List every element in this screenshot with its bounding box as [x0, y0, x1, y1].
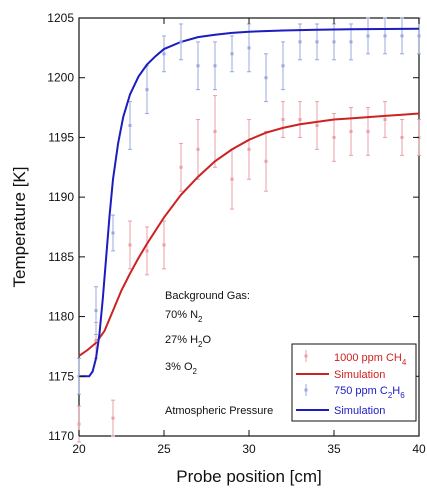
legend-marker-c2h6-data-dot: [304, 388, 308, 392]
legend-box: [291, 343, 417, 422]
data-point-c2h6_data: [247, 46, 251, 50]
annotation-background-gas: Background Gas:: [165, 290, 250, 302]
data-point-c2h6_data: [94, 309, 98, 313]
data-point-c2h6_data: [264, 76, 268, 80]
annotation-pressure: Atmospheric Pressure: [165, 405, 273, 417]
legend-label-ch4-sim: Simulation: [334, 369, 385, 381]
data-point-c2h6_data: [383, 34, 387, 38]
legend: 1000 ppm CH4 Simulation 750 ppm C2H6 Sim…: [291, 343, 417, 422]
data-point-c2h6_data: [179, 40, 183, 44]
y-tick-label: 1190: [48, 190, 74, 204]
data-point-c2h6_data: [230, 52, 234, 56]
simulation-lines-layer: [78, 27, 420, 378]
data-point-c2h6_data: [213, 64, 217, 68]
data-point-c2h6_data: [366, 34, 370, 38]
x-tick-label: 40: [412, 442, 426, 456]
background-gas-annotation: Background Gas: 70% N2 27% H2O 3% O2 Atm…: [165, 290, 273, 417]
data-point-c2h6_data: [111, 231, 115, 235]
data-point-ch4_data: [196, 147, 200, 151]
axis-ticks-layer: 20 25 30 35 40 1170 1175 1180 1185 1190 1195 1200 12…: [47, 11, 426, 456]
x-axis-title: Probe position [cm]: [176, 467, 322, 486]
data-point-c2h6_data: [417, 34, 421, 38]
x-tick-label: 35: [327, 442, 341, 456]
series-line-c2h6_sim: [79, 27, 420, 378]
data-point-c2h6_data: [162, 52, 166, 56]
data-point-ch4_data: [281, 118, 285, 122]
data-points-layer: [77, 34, 421, 426]
x-tick-label: 25: [157, 442, 171, 456]
legend-label-c2h6-sim: Simulation: [334, 405, 385, 417]
legend-label-c2h6-data: 750 ppm C2H6: [334, 385, 405, 400]
data-point-c2h6_data: [281, 64, 285, 68]
annotation-n2: 70% N2: [165, 309, 203, 324]
data-point-ch4_data: [383, 118, 387, 122]
data-point-c2h6_data: [315, 40, 319, 44]
data-point-c2h6_data: [349, 40, 353, 44]
data-point-ch4_data: [94, 338, 98, 342]
y-axis-title: Temperature [K]: [10, 167, 29, 288]
data-point-c2h6_data: [298, 40, 302, 44]
data-point-ch4_data: [77, 422, 81, 426]
y-tick-label: 1205: [47, 11, 74, 25]
y-tick-label: 1200: [47, 71, 74, 85]
data-point-ch4_data: [400, 135, 404, 139]
y-tick-label: 1195: [48, 130, 74, 144]
y-tick-label: 1180: [48, 310, 74, 324]
data-point-ch4_data: [349, 129, 353, 133]
data-point-ch4_data: [366, 129, 370, 133]
legend-label-ch4-data: 1000 ppm CH4: [334, 352, 407, 367]
data-point-ch4_data: [264, 159, 268, 163]
series-line-ch4_sim: [78, 112, 420, 357]
annotation-o2: 3% O2: [165, 361, 198, 376]
data-point-c2h6_data: [145, 88, 149, 92]
data-point-ch4_data: [145, 249, 149, 253]
data-point-ch4_data: [128, 243, 132, 247]
y-tick-label: 1175: [48, 369, 74, 383]
data-point-ch4_data: [247, 147, 251, 151]
data-point-ch4_data: [298, 118, 302, 122]
x-tick-label: 30: [242, 442, 256, 456]
data-point-ch4_data: [111, 416, 115, 420]
data-point-c2h6_data: [196, 64, 200, 68]
legend-marker-ch4-data-dot: [304, 354, 308, 358]
x-tick-label: 20: [72, 442, 86, 456]
data-point-ch4_data: [162, 243, 166, 247]
y-tick-label: 1185: [48, 250, 74, 264]
data-point-c2h6_data: [128, 123, 132, 127]
data-point-c2h6_data: [332, 40, 336, 44]
y-tick-label: 1170: [48, 429, 74, 443]
data-point-c2h6_data: [400, 34, 404, 38]
data-point-ch4_data: [332, 135, 336, 139]
data-point-ch4_data: [213, 129, 217, 133]
annotation-h2o: 27% H2O: [165, 334, 211, 349]
data-point-ch4_data: [179, 165, 183, 169]
data-point-ch4_data: [315, 123, 319, 127]
data-point-ch4_data: [230, 177, 234, 181]
